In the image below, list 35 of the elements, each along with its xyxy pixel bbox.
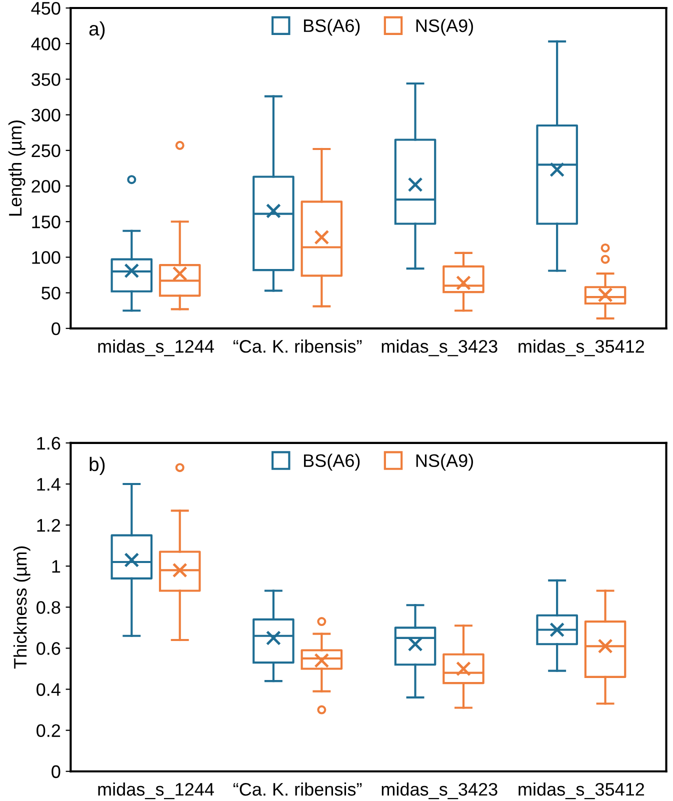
y-tick-label: 350 bbox=[32, 73, 60, 86]
x-tick-label: “Ca. K. ribensis” bbox=[234, 340, 362, 353]
x-tick-label: midas_s_1244 bbox=[98, 782, 214, 800]
y-axis-title: Thickness (µm) bbox=[13, 546, 30, 669]
legend-label: NS(A9) bbox=[416, 18, 473, 36]
annotation: b) bbox=[90, 456, 105, 475]
y-tick-label: 150 bbox=[32, 216, 60, 228]
y-tick-label: 1.4 bbox=[37, 478, 60, 491]
y-tick-label: 1 bbox=[52, 560, 60, 573]
y-tick-label: 200 bbox=[32, 180, 60, 193]
x-tick-label: midas_s_35412 bbox=[518, 782, 644, 800]
y-tick-label: 0 bbox=[52, 322, 60, 336]
y-tick-label: 1.2 bbox=[37, 518, 60, 532]
legend-label: NS(A9) bbox=[416, 454, 473, 471]
y-tick-label: 0.6 bbox=[36, 642, 60, 655]
x-tick-label: midas_s_3423 bbox=[382, 340, 498, 356]
x-tick-label: midas_s_35412 bbox=[518, 340, 644, 356]
y-axis-title: Length (µm) bbox=[8, 120, 26, 216]
legend-label: BS(A6) bbox=[304, 454, 360, 471]
y-tick-label: 50 bbox=[42, 286, 60, 300]
x-tick-label: “Ca. K. ribensis” bbox=[234, 782, 362, 796]
y-tick-label: 1.6 bbox=[37, 436, 60, 450]
y-tick-label: 450 bbox=[31, 2, 60, 15]
y-tick-label: 0.2 bbox=[36, 724, 60, 738]
x-tick-label: midas_s_1244 bbox=[98, 340, 214, 356]
y-tick-label: 400 bbox=[31, 38, 60, 50]
annotation: a) bbox=[89, 21, 105, 40]
legend-label: BS(A6) bbox=[304, 18, 360, 36]
y-tick-label: 250 bbox=[32, 144, 60, 158]
y-tick-label: 300 bbox=[32, 108, 60, 122]
x-tick-label: midas_s_3423 bbox=[382, 782, 498, 800]
y-tick-label: 0.8 bbox=[36, 601, 60, 614]
y-tick-label: 0.4 bbox=[36, 683, 60, 696]
y-tick-label: 100 bbox=[32, 251, 60, 264]
y-tick-label: 0 bbox=[52, 765, 60, 778]
